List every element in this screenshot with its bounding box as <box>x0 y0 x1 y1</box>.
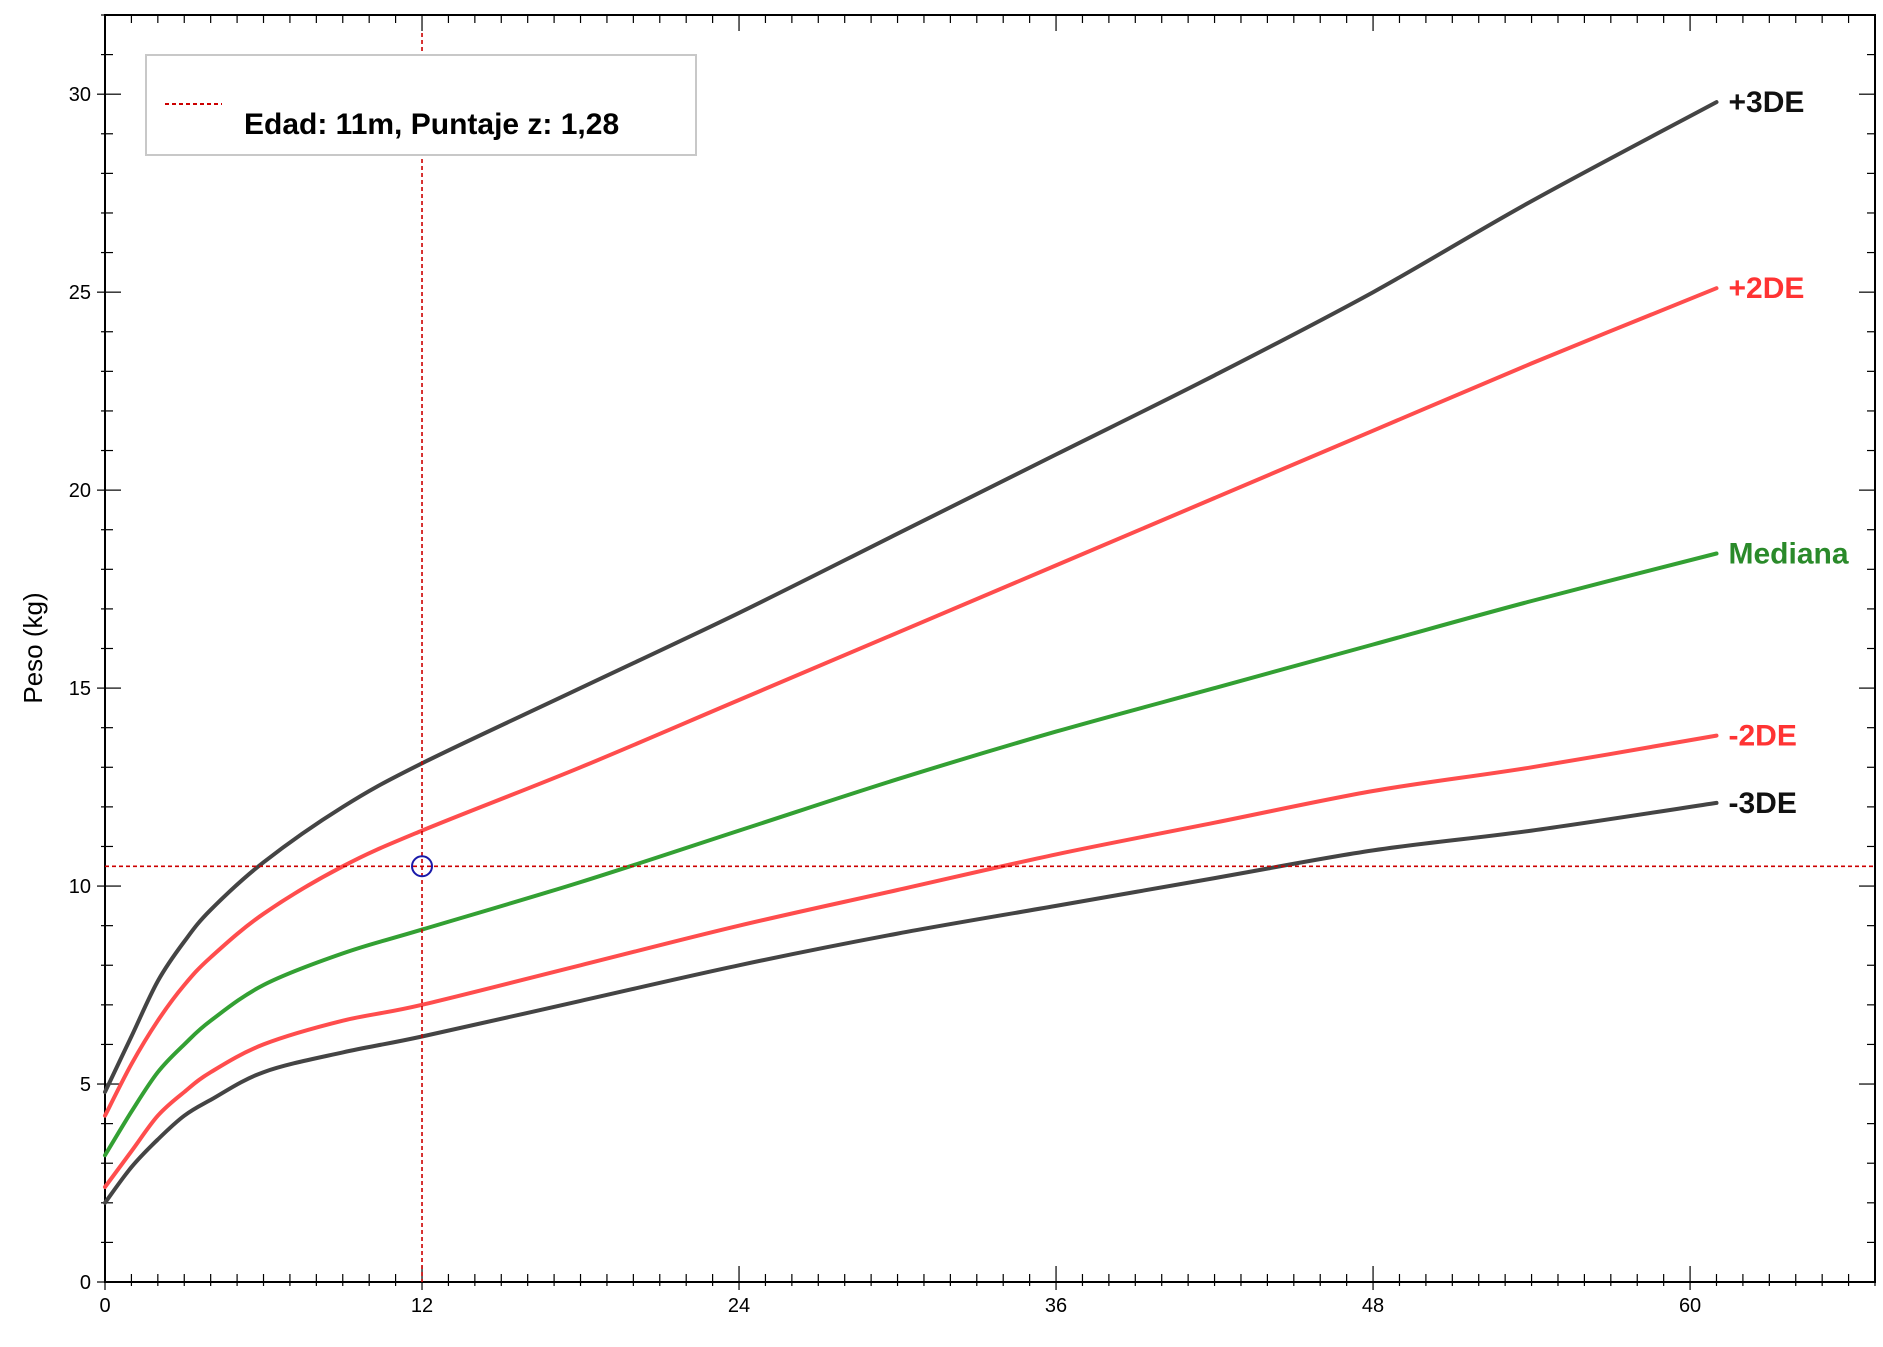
series-label-plus2de: +2DE <box>1728 272 1804 305</box>
y-tick-label: 25 <box>69 282 91 304</box>
y-tick-label: 0 <box>80 1272 91 1294</box>
series-line-mediana <box>103 551 1719 1158</box>
crosshair <box>105 33 1875 1282</box>
x-tick-label: 48 <box>1362 1295 1384 1317</box>
y-tick-label: 5 <box>80 1074 91 1096</box>
legend: Edad: 11m, Puntaje z: 1,28 <box>145 54 697 156</box>
x-tick-label: 0 <box>99 1295 110 1317</box>
y-tick-label: 15 <box>69 678 91 700</box>
x-tick-label: 24 <box>728 1295 750 1317</box>
series-line-plus2de <box>103 286 1719 1118</box>
x-tick-label: 60 <box>1679 1295 1701 1317</box>
series-label-plus3de: +3DE <box>1728 86 1804 119</box>
series-label-mediana: Mediana <box>1728 537 1848 570</box>
y-tick-label: 20 <box>69 480 91 502</box>
axis-ticks <box>97 14 1876 1290</box>
y-tick-label: 10 <box>69 876 91 898</box>
series-lines <box>103 100 1719 1205</box>
series-line-minus2de <box>103 733 1719 1189</box>
plot-frame <box>104 14 1876 1283</box>
series-label-minus2de: -2DE <box>1728 720 1796 753</box>
legend-text: Edad: 11m, Puntaje z: 1,28 <box>244 108 619 141</box>
series-line-plus3de <box>103 100 1719 1094</box>
series-label-minus3de: -3DE <box>1728 787 1796 820</box>
tick-labels: 0 12 24 36 48 60 0 5 10 15 20 25 30 <box>69 84 1701 1317</box>
legend-box <box>145 54 697 156</box>
series-line-minus3de <box>103 800 1719 1205</box>
y-tick-label: 30 <box>69 84 91 106</box>
y-axis-title: Peso (kg) <box>18 592 48 703</box>
x-tick-label: 12 <box>411 1295 433 1317</box>
curve-labels: +3DE +2DE Mediana -2DE -3DE <box>1728 86 1848 820</box>
x-tick-label: 36 <box>1045 1295 1067 1317</box>
measurement-marker <box>411 855 434 878</box>
